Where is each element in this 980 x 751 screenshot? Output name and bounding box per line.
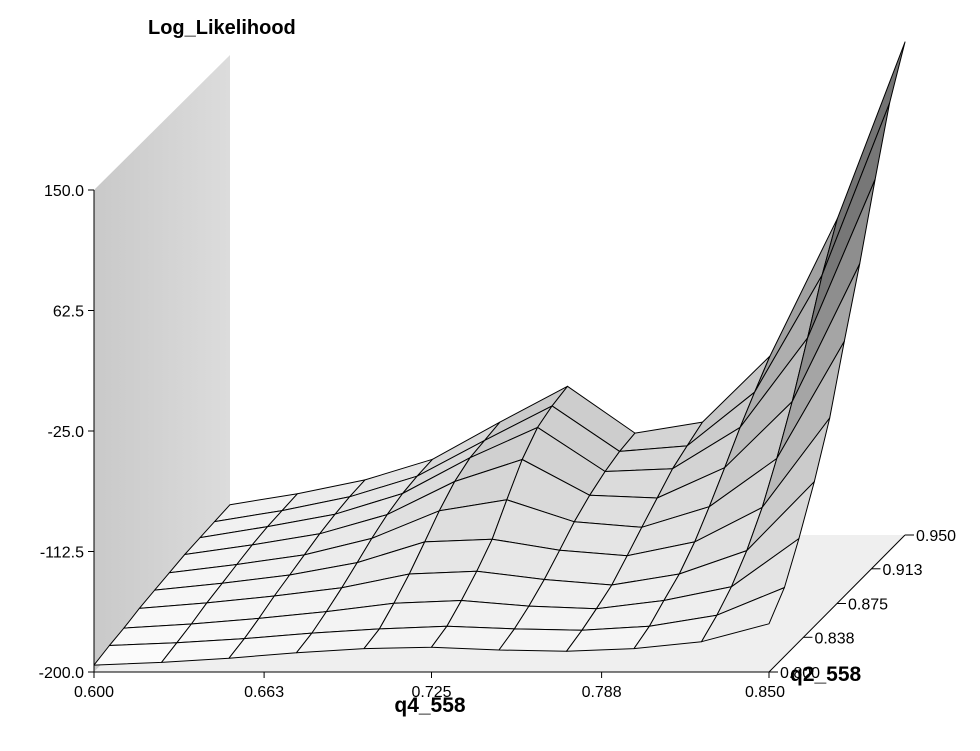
chart-title: Log_Likelihood [148, 17, 296, 39]
x-axis: 0.600 0.663 0.725 0.788 0.850 [74, 671, 785, 701]
y-tick-label: 0.875 [848, 597, 888, 614]
z-tick-label: 62.5 [53, 304, 84, 321]
y-tick-label: 0.913 [882, 562, 922, 579]
y-tick-label: 0.950 [916, 528, 956, 545]
y-axis-label: q2_558 [790, 663, 862, 686]
z-tick-label: -25.0 [48, 424, 85, 441]
y-tick-label: 0.800 [780, 665, 820, 682]
y-tick-label: 0.838 [814, 630, 854, 647]
x-tick-label: 0.663 [244, 684, 284, 701]
x-axis-label: q4_558 [394, 694, 466, 717]
x-tick-label: 0.725 [411, 684, 451, 701]
x-tick-label: 0.850 [745, 684, 785, 701]
z-tick-label: -112.5 [40, 545, 84, 562]
x-tick-label: 0.600 [74, 684, 114, 701]
z-tick-label: 150.0 [44, 183, 84, 200]
surface-mesh [93, 41, 906, 666]
back-wall [94, 55, 230, 672]
x-tick-label: 0.788 [582, 684, 622, 701]
z-tick-label: -200.0 [39, 665, 84, 682]
surface-facet [701, 587, 785, 643]
z-axis: 150.0 62.5 -25.0 -112.5 -200.0 [39, 183, 95, 682]
